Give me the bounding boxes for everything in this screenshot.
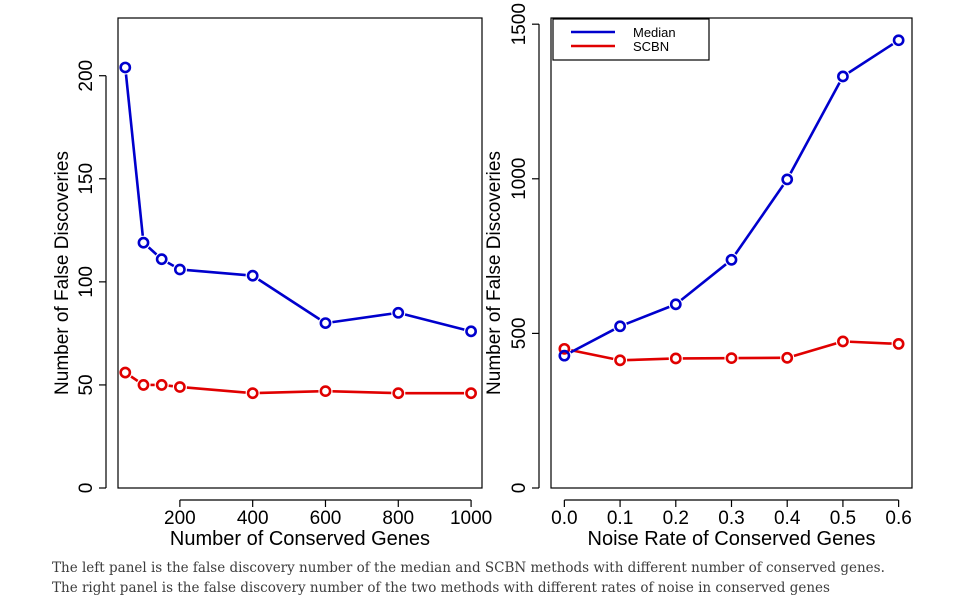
panel-2-median-line-segment xyxy=(569,328,615,354)
panel-2-median-point xyxy=(892,34,905,47)
panel-2-median-point xyxy=(558,349,571,362)
panel-1-scbn-point xyxy=(246,387,259,400)
panel-2-scbn-point xyxy=(614,354,626,367)
panel-2-median-point xyxy=(781,173,794,186)
panel-1-median-point xyxy=(392,306,405,319)
panel-2-y-tick-label: 1000 xyxy=(509,158,530,200)
panel-2-x-tick-label: 0.2 xyxy=(663,508,689,529)
panel-2-median-line-segment xyxy=(680,263,727,301)
panel-2-x-tick-label: 0.4 xyxy=(774,508,801,529)
panel-2-median-line-segment xyxy=(789,81,841,174)
panel-2-y-tick-label: 1500 xyxy=(509,3,530,45)
panel-1-median-point xyxy=(319,317,332,329)
panel-2-legend-box xyxy=(552,18,710,61)
panel-2-x-tick-label: 0.3 xyxy=(718,508,744,529)
panel-2-scbn-point xyxy=(669,352,682,365)
panel-2-x-tick-label: 0.5 xyxy=(830,508,856,529)
panel-1-median-line-segment xyxy=(167,261,175,268)
panel-1-median-line-segment xyxy=(257,278,321,321)
panel-1-median-line-segment xyxy=(186,268,246,277)
panel-1-plot-frame xyxy=(117,17,483,489)
panel-1-median-point xyxy=(119,61,132,74)
panel-2-x-tick-label: 0.0 xyxy=(551,508,577,529)
panel-1-median-point xyxy=(246,269,259,282)
panel-1-scbn-point xyxy=(173,381,186,393)
panel-2-scbn-point xyxy=(892,338,905,350)
panel-2-x-tick-label: 0.6 xyxy=(885,508,911,529)
panel-2-median-point xyxy=(669,298,682,311)
panel-1-median-point xyxy=(173,263,186,276)
panel-2-median-point xyxy=(837,70,849,83)
panel-2-legend-label-median: Median xyxy=(633,25,676,40)
panel-2-scbn-point xyxy=(781,351,794,364)
panel-2-median-point xyxy=(614,320,626,333)
panel-1-x-axis-title: Number of Conserved Genes xyxy=(170,528,430,550)
panel-1-scbn-line-segment xyxy=(332,390,392,395)
panel-1-scbn-point xyxy=(137,379,150,391)
panel-2-scbn-point xyxy=(725,352,738,365)
panel-1-median-line-segment xyxy=(147,246,158,256)
panel-2-x-axis-title: Noise Rate of Conserved Genes xyxy=(588,528,876,550)
panel-2-median-line-segment xyxy=(734,184,785,255)
panel-1-scbn-point xyxy=(119,366,132,379)
panel-1-median-line-segment xyxy=(124,74,145,236)
panel-2-y-axis-title: Number of False Discoveries xyxy=(484,151,505,395)
panel-2-scbn-point xyxy=(837,335,849,348)
panel-2-scbn-point xyxy=(558,342,571,355)
panel-1-scbn-point xyxy=(392,387,405,400)
panel-1-y-tick-label: 100 xyxy=(76,266,97,298)
panel-1-y-tick-label: 150 xyxy=(76,163,97,195)
panel-2-median-line-segment xyxy=(626,305,670,325)
panel-2-x-tick-label: 0.1 xyxy=(607,508,633,529)
panel-1-scbn-line-segment xyxy=(259,390,319,395)
panel-2-scbn-line-segment xyxy=(627,357,669,362)
panel-2-plot-frame xyxy=(550,17,913,489)
panel-1-scbn-point xyxy=(155,379,168,391)
panel-1-x-tick-label: 1000 xyxy=(450,508,492,529)
panel-1-median-line-segment xyxy=(404,313,465,331)
panel-2-median-point xyxy=(725,253,738,266)
panel-1-x-tick-label: 600 xyxy=(310,508,342,529)
panel-1-median-line-segment xyxy=(332,312,392,324)
panel-2-y-tick-label: 500 xyxy=(509,318,530,350)
panel-1-y-axis-title: Number of False Discoveries xyxy=(52,151,73,395)
figure: 200 400 600 800 1000 Number of Conserved Gene… xyxy=(52,3,913,550)
panel-1-scbn-line-segment xyxy=(186,386,246,394)
panel-1-median-point xyxy=(465,325,477,338)
panel-1-median-point xyxy=(155,253,168,266)
figure-caption: The left panel is the false discovery nu… xyxy=(52,560,885,596)
panel-2-median-line-segment xyxy=(848,42,894,74)
panel-1-median-point xyxy=(137,236,150,249)
panel-2-scbn-line-segment xyxy=(570,348,614,361)
panel-1-x-tick-label: 800 xyxy=(382,508,414,529)
panel-1-y-tick-label: 200 xyxy=(76,60,97,92)
panel-2-legend-label-scbn: SCBN xyxy=(633,39,669,54)
panel-1-y-tick-label: 50 xyxy=(76,374,97,395)
panel-1-y-tick-label: 0 xyxy=(76,483,97,494)
panel-2-y-tick-label: 0 xyxy=(509,483,530,494)
panel-2-scbn-line-segment xyxy=(793,342,837,358)
panel-1-x-tick-label: 400 xyxy=(237,508,269,529)
panel-1-scbn-point xyxy=(319,385,332,398)
panel-1-scbn-line-segment xyxy=(130,375,139,383)
panel-1-scbn-point xyxy=(465,387,477,400)
panel-1-x-tick-label: 200 xyxy=(164,508,196,529)
panel-2-scbn-line-segment xyxy=(849,340,892,345)
